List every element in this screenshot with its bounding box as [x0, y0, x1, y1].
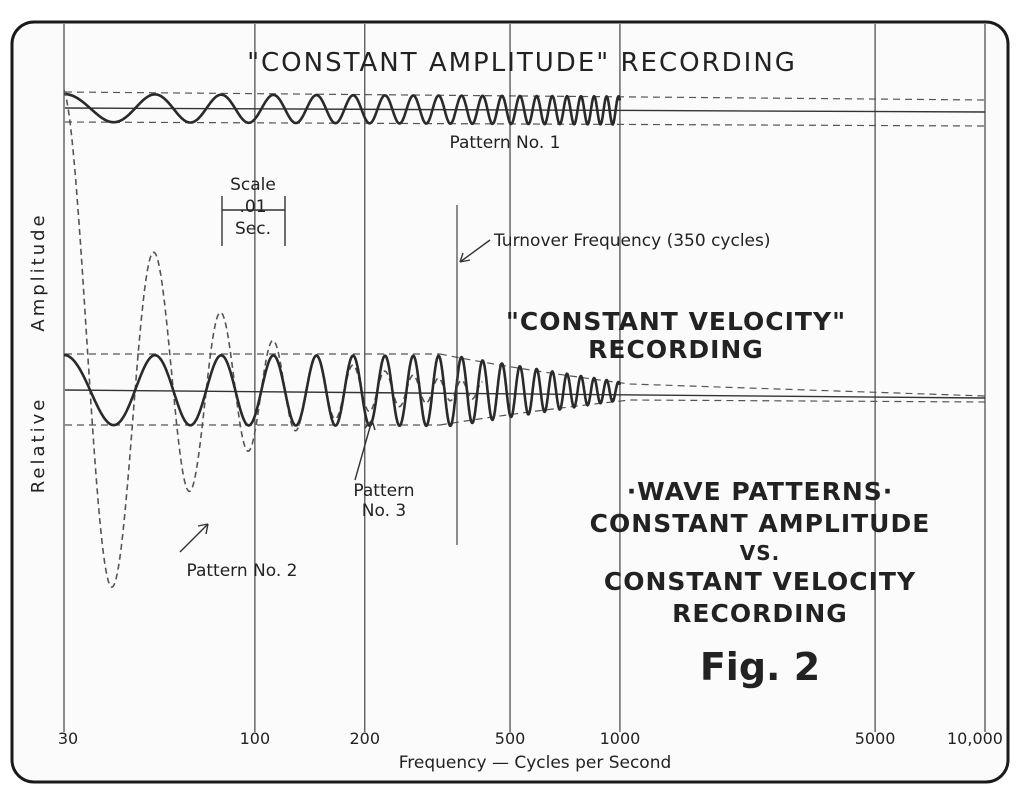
block-title-line2: CONSTANT AMPLITUDE [590, 509, 931, 538]
block-title-line4: CONSTANT VELOCITY [604, 567, 916, 596]
block-title-line1: ·WAVE PATTERNS· [627, 477, 894, 506]
y-axis-label-amplitude: Amplitude [28, 212, 49, 331]
y-axis-label-relative: Relative [28, 397, 49, 494]
x-tick-label-30: 30 [58, 729, 78, 748]
pattern-2-arrow-head [197, 523, 209, 535]
scale-label-line3: Sec. [235, 219, 271, 239]
x-tick-label-200: 200 [350, 729, 381, 748]
scale-label-line1: Scale [230, 175, 276, 195]
constant-velocity-group [63, 89, 986, 588]
pattern-1-label: Pattern No. 1 [449, 133, 560, 153]
block-title-line5: RECORDING [672, 599, 848, 628]
scale-bracket [221, 196, 286, 246]
frequency-gridlines [63, 24, 986, 732]
title-constant-amplitude: "CONSTANT AMPLITUDE" RECORDING [247, 48, 797, 78]
x-tick-label-500: 500 [495, 729, 526, 748]
pattern-1-group [64, 91, 986, 127]
pattern-1-envelope-upper [64, 91, 986, 101]
constant-velocity-title-line1: "CONSTANT VELOCITY" [506, 307, 846, 336]
x-tick-label-100: 100 [240, 729, 271, 748]
x-tick-label-1000: 1000 [600, 729, 641, 748]
turnover-label: Turnover Frequency (350 cycles) [493, 231, 771, 251]
pattern-3-arrow-head [364, 419, 376, 431]
scale-label-line2: .01 [239, 197, 266, 217]
pattern-1-wave [64, 92, 622, 126]
turnover-arrow [459, 239, 491, 263]
pattern-3-label-line1: Pattern [353, 481, 414, 501]
pattern-3-label-line2: No. 3 [362, 501, 406, 521]
pattern-3-arrow [354, 419, 373, 481]
x-tick-label-5000: 5000 [855, 729, 896, 748]
constant-velocity-title-line2: RECORDING [588, 335, 764, 364]
x-axis-ticks: 30 100 200 500 1000 5000 10,000 [58, 729, 1003, 748]
pattern-3-wave [64, 353, 622, 428]
x-tick-label-10000: 10,000 [947, 729, 1003, 748]
turnover-arrow-head [459, 252, 471, 263]
pattern-2-arrow [179, 523, 209, 553]
fig-label: Fig. 2 [700, 645, 820, 689]
pattern-2-wave [63, 89, 483, 588]
pattern-1-envelope-lower [64, 121, 986, 127]
x-axis-title: Frequency — Cycles per Second [399, 753, 672, 773]
block-title-line3: VS. [740, 541, 780, 565]
pattern-2-label: Pattern No. 2 [186, 561, 297, 581]
